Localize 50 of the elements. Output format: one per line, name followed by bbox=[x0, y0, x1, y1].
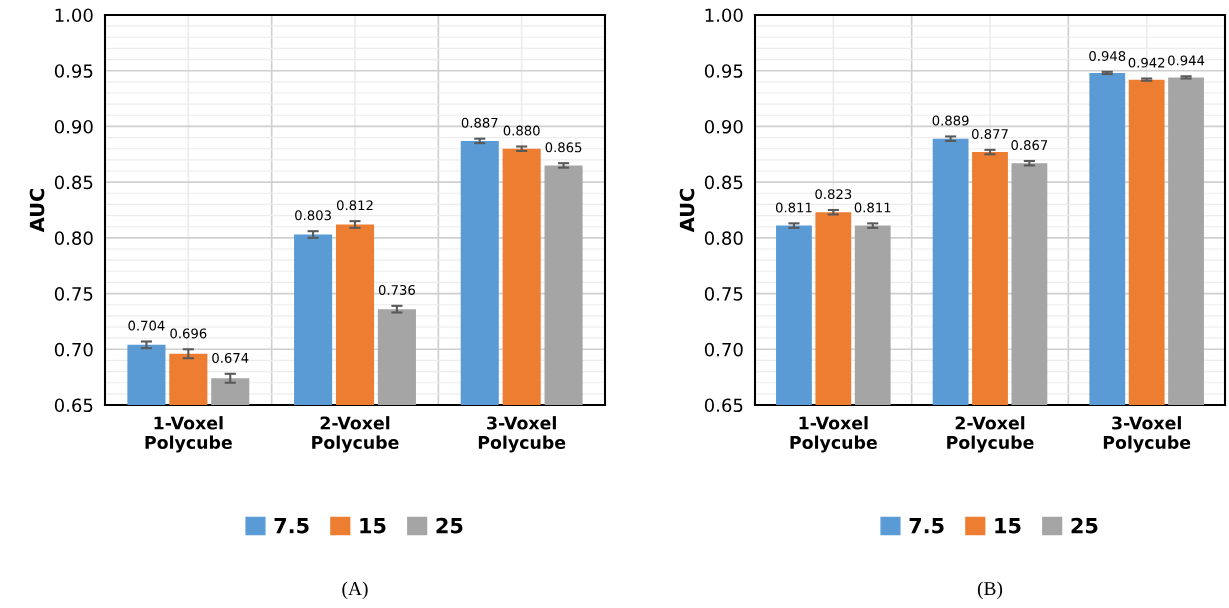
data-label: 0.865 bbox=[545, 142, 582, 153]
y-tick-label: 0.95 bbox=[704, 64, 743, 78]
data-label: 0.823 bbox=[815, 189, 852, 200]
y-tick-label: 0.70 bbox=[54, 342, 93, 357]
legend-label: 15 bbox=[360, 517, 386, 534]
data-label: 0.944 bbox=[1168, 55, 1205, 66]
x-tick-label: 2-Voxel Polycube bbox=[312, 416, 399, 453]
y-tick-label: 0.70 bbox=[704, 342, 743, 357]
y-tick-label: 1.00 bbox=[705, 8, 743, 23]
x-tick-label: 1-Voxel Polycube bbox=[790, 416, 877, 453]
y-axis-title: AUC bbox=[679, 188, 695, 233]
legend-label: 25 bbox=[1071, 517, 1098, 534]
data-label: 0.811 bbox=[775, 202, 812, 213]
text: (B) bbox=[977, 581, 1003, 600]
data-label: 0.877 bbox=[971, 128, 1008, 139]
data-label: 0.948 bbox=[1089, 50, 1126, 61]
y-tick-label: 0.65 bbox=[704, 398, 743, 413]
data-label: 0.811 bbox=[854, 202, 891, 213]
data-label: 0.704 bbox=[128, 320, 165, 331]
x-tick-label: 3-Voxel Polycube bbox=[1103, 416, 1191, 453]
x-tick-label: 3-Voxel Polycube bbox=[478, 416, 566, 453]
data-label: 0.942 bbox=[1128, 57, 1165, 68]
y-tick-label: 0.75 bbox=[704, 287, 743, 301]
data-label: 0.696 bbox=[170, 328, 207, 339]
y-tick-label: 0.90 bbox=[54, 119, 93, 134]
data-label: 0.736 bbox=[378, 284, 415, 295]
data-label: 0.880 bbox=[503, 125, 540, 136]
legend-label: 7.5 bbox=[909, 517, 944, 534]
data-label: 0.867 bbox=[1011, 140, 1048, 151]
text: (A) bbox=[342, 581, 368, 600]
y-tick-label: 0.65 bbox=[54, 398, 93, 413]
data-label: 0.674 bbox=[212, 352, 249, 363]
data-label: 0.803 bbox=[295, 210, 331, 221]
y-tick-label: 0.90 bbox=[704, 119, 743, 134]
legend-label: 7.5 bbox=[274, 517, 309, 534]
x-tick-label: 2-Voxel Polycube bbox=[947, 416, 1034, 453]
legend-label: 15 bbox=[995, 517, 1021, 534]
y-tick-label: 0.95 bbox=[54, 64, 93, 78]
y-tick-label: 0.80 bbox=[704, 231, 743, 245]
y-tick-label: 1.00 bbox=[55, 8, 93, 23]
data-label: 0.812 bbox=[336, 200, 373, 211]
legend-label: 25 bbox=[436, 517, 463, 534]
y-tick-label: 0.85 bbox=[704, 175, 743, 190]
data-label: 0.889 bbox=[932, 115, 969, 126]
x-tick-label: 1-Voxel Polycube bbox=[145, 416, 232, 453]
y-tick-label: 0.75 bbox=[54, 287, 93, 301]
y-axis-title: AUC bbox=[29, 188, 45, 233]
y-tick-label: 0.80 bbox=[54, 231, 93, 245]
y-tick-label: 0.85 bbox=[54, 175, 93, 190]
data-label: 0.887 bbox=[461, 117, 498, 128]
